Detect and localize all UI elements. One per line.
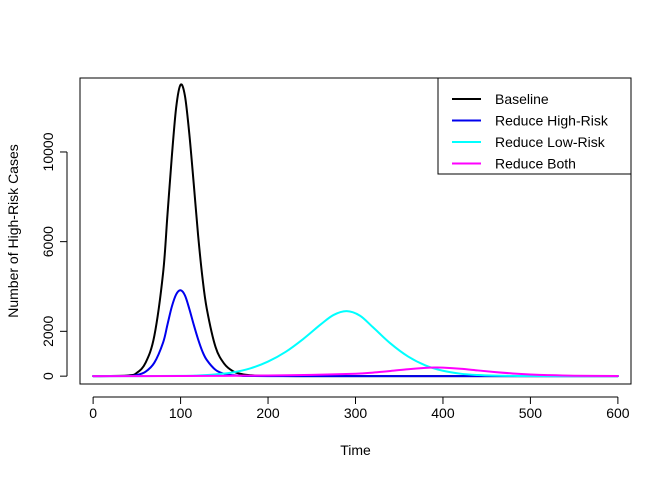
y-tick-label: 10000	[40, 132, 56, 171]
x-tick-label: 400	[431, 405, 455, 421]
series-line-reduce-both	[92, 366, 619, 378]
series-line-reduce-high-risk	[92, 289, 619, 378]
x-tick-label: 100	[169, 405, 193, 421]
y-tick-label: 6000	[40, 226, 56, 257]
series-line-reduce-low-risk	[92, 310, 619, 378]
legend-label-reduce-both: Reduce Both	[495, 156, 576, 172]
x-tick-label: 200	[256, 405, 280, 421]
legend-label-baseline: Baseline	[495, 91, 549, 107]
y-axis-title: Number of High-Risk Cases	[5, 144, 21, 318]
y-tick-label: 2000	[40, 316, 56, 347]
x-axis: 0 100 200 300 400 500 600	[89, 396, 630, 421]
legend-box	[437, 77, 632, 175]
plot-area	[79, 77, 632, 385]
plot-border	[79, 77, 632, 385]
y-tick-label: 0	[40, 372, 56, 380]
x-tick-label: 500	[519, 405, 543, 421]
x-tick-label: 600	[606, 405, 630, 421]
x-axis-title: Time	[340, 442, 371, 458]
x-tick-label: 0	[89, 405, 97, 421]
legend-label-reduce-high-risk: Reduce High-Risk	[495, 113, 609, 129]
y-axis: 0 2000 6000 10000	[40, 132, 68, 380]
legend: Baseline Reduce High-Risk Reduce Low-Risk R…	[437, 77, 632, 175]
legend-label-reduce-low-risk: Reduce Low-Risk	[495, 134, 606, 150]
series-layer	[92, 83, 619, 378]
x-tick-label: 300	[344, 405, 368, 421]
